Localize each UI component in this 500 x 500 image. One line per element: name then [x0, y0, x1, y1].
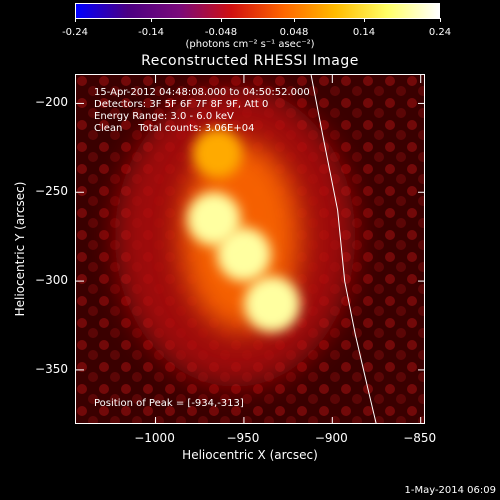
colorbar-tick-mark [294, 18, 295, 22]
info-time-range: 15-Apr-2012 04:48:08.000 to 04:50:52.000 [94, 87, 310, 98]
peak-position-label: Position of Peak = [-934,-313] [94, 398, 244, 409]
info-clean-counts: Clean Total counts: 3.06E+04 [94, 123, 255, 134]
colorbar-units-label: (photons cm⁻² s⁻¹ asec⁻²) [185, 39, 315, 50]
y-axis-label: Heliocentric Y (arcsec) [13, 181, 27, 317]
colorbar-tick-mark [363, 18, 365, 22]
colorbar-tick-label: -0.048 [204, 27, 238, 38]
source-blob-0 [244, 276, 301, 333]
colorbar-tick-label: -0.14 [138, 27, 164, 38]
y-tick-label: −250 [35, 184, 68, 199]
plot-area: 15-Apr-2012 04:48:08.000 to 04:50:52.000… [75, 74, 425, 424]
colorbar-tick-label: 0.24 [428, 27, 452, 38]
y-tick-label: −300 [35, 273, 68, 288]
info-detectors: Detectors: 3F 5F 6F 7F 8F 9F, Att 0 [94, 99, 269, 110]
colorbar [75, 3, 440, 19]
y-tick-label: −350 [35, 361, 68, 376]
x-axis-label: Heliocentric X (arcsec) [182, 448, 318, 462]
source-blob-3 [192, 128, 243, 179]
source-blob-1 [216, 227, 271, 282]
heatmap-image [76, 75, 424, 423]
info-energy-range: Energy Range: 3.0 - 6.0 keV [94, 111, 234, 122]
colorbar-tick-label: 0.14 [352, 27, 376, 38]
colorbar-tick-label: -0.24 [62, 27, 88, 38]
colorbar-tick-mark [440, 18, 441, 22]
colorbar-tick-mark [221, 18, 222, 22]
date-stamp: 1-May-2014 06:09 [404, 485, 496, 496]
solar-limb-line [310, 75, 377, 423]
x-tick-label: −850 [403, 431, 437, 445]
colorbar-tick-label: 0.048 [279, 27, 309, 38]
x-tick-label: −900 [314, 431, 348, 445]
x-tick-label: −1000 [134, 431, 175, 445]
source-blob-2 [187, 192, 241, 246]
chart-title: Reconstructed RHESSI Image [141, 53, 359, 69]
colorbar-tick-mark [151, 18, 153, 22]
y-tick-label: −200 [35, 95, 68, 110]
colorbar-tick-mark [75, 18, 76, 22]
x-tick-label: −950 [226, 431, 260, 445]
